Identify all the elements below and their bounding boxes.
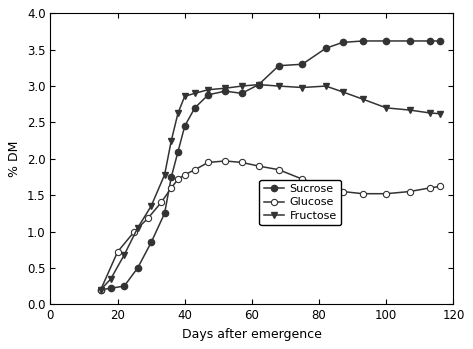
Glucose [205, 160, 211, 164]
Fructose [407, 108, 412, 112]
Sucrose [149, 240, 154, 245]
Fructose [135, 226, 140, 230]
Glucose [168, 186, 174, 190]
Sucrose [192, 106, 198, 110]
Fructose [299, 86, 305, 90]
Glucose [175, 177, 181, 181]
Fructose [205, 88, 211, 92]
Sucrose [239, 91, 245, 95]
Glucose [360, 192, 366, 196]
Fructose [437, 112, 443, 116]
Fructose [175, 111, 181, 115]
Fructose [360, 97, 366, 101]
Sucrose [222, 89, 228, 93]
Fructose [122, 253, 127, 257]
Sucrose [384, 39, 389, 43]
Fructose [276, 84, 281, 88]
Sucrose [360, 39, 366, 43]
Sucrose [168, 175, 174, 179]
Glucose [192, 168, 198, 172]
Sucrose [98, 288, 104, 292]
Sucrose [427, 39, 433, 43]
Sucrose [276, 64, 281, 68]
Glucose [182, 173, 188, 177]
Fructose [256, 82, 262, 87]
Sucrose [162, 211, 167, 215]
Glucose [323, 184, 329, 188]
Fructose [182, 94, 188, 98]
Glucose [131, 229, 137, 233]
Glucose [384, 192, 389, 196]
Glucose [407, 190, 412, 194]
Fructose [427, 111, 433, 115]
Sucrose [407, 39, 412, 43]
Glucose [256, 164, 262, 168]
Glucose [98, 288, 104, 292]
Sucrose [122, 284, 127, 288]
Fructose [239, 84, 245, 88]
Legend: Sucrose, Glucose, Fructose: Sucrose, Glucose, Fructose [260, 180, 341, 225]
Fructose [384, 106, 389, 110]
Y-axis label: % DM: % DM [9, 141, 21, 177]
Glucose [115, 250, 121, 254]
Fructose [149, 204, 154, 208]
Glucose [145, 216, 150, 221]
Glucose [427, 186, 433, 190]
Sucrose [256, 82, 262, 87]
Sucrose [108, 286, 114, 290]
Sucrose [205, 93, 211, 97]
Line: Glucose: Glucose [97, 158, 443, 293]
Sucrose [175, 149, 181, 154]
Line: Fructose: Fructose [97, 81, 443, 293]
Sucrose [182, 124, 188, 128]
Fructose [192, 91, 198, 95]
Glucose [222, 159, 228, 163]
Line: Sucrose: Sucrose [97, 38, 443, 293]
Fructose [340, 90, 345, 94]
Fructose [162, 173, 167, 177]
X-axis label: Days after emergence: Days after emergence [182, 328, 322, 341]
Fructose [168, 139, 174, 143]
Glucose [340, 190, 345, 194]
Sucrose [299, 62, 305, 66]
Fructose [323, 84, 329, 88]
Sucrose [340, 40, 345, 45]
Glucose [276, 168, 281, 172]
Sucrose [135, 266, 140, 270]
Sucrose [437, 39, 443, 43]
Fructose [98, 288, 104, 292]
Glucose [299, 177, 305, 181]
Fructose [108, 277, 114, 281]
Glucose [437, 184, 443, 188]
Glucose [239, 160, 245, 164]
Glucose [158, 200, 164, 205]
Sucrose [323, 46, 329, 50]
Fructose [222, 86, 228, 90]
